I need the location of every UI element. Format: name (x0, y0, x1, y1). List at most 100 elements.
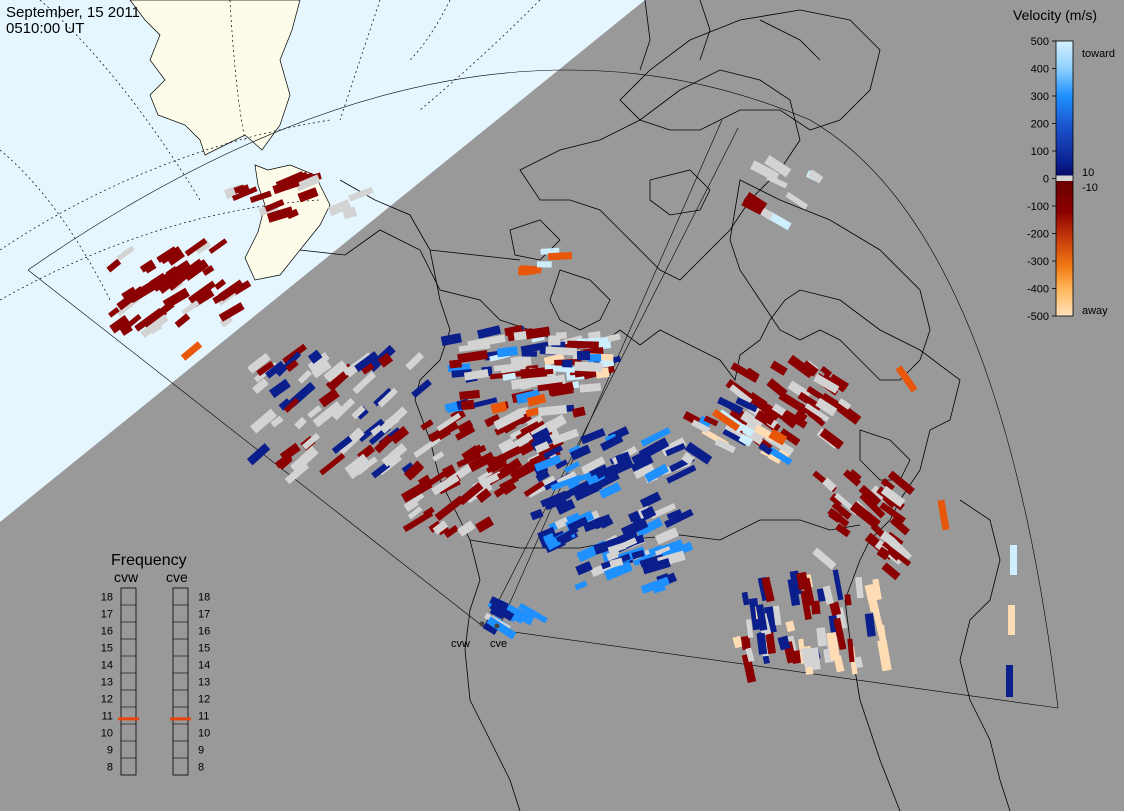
scatter-cell (888, 538, 913, 562)
scatter-cell (768, 428, 788, 446)
scatter-cell (142, 307, 167, 329)
scatter-cell (641, 557, 671, 575)
scatter-cell (332, 397, 356, 421)
scatter-cell (889, 516, 910, 536)
scatter-cell (202, 265, 215, 276)
scatter-cell (801, 360, 819, 377)
scatter-cell (357, 418, 385, 443)
scatter-cell (598, 482, 622, 499)
scatter-cell (593, 538, 618, 555)
scatter-cell (324, 360, 348, 383)
scatter-cell (717, 396, 744, 415)
radar-field-of-view (27, 69, 1059, 709)
scatter-cell (633, 463, 655, 480)
scatter-cell (895, 365, 918, 393)
scatter-cell (575, 561, 593, 576)
scatter-cell (493, 408, 525, 431)
scatter-cell (536, 261, 552, 268)
scatter-cell (631, 549, 645, 560)
scatter-cell (540, 490, 568, 508)
scatter-cell (407, 506, 423, 520)
scatter-cell (567, 516, 589, 532)
scatter-cell (184, 238, 208, 257)
scatter-cell (174, 313, 191, 328)
scatter-cell (820, 392, 848, 415)
frequency-level-label: 16 (101, 626, 113, 638)
scatter-cell (279, 442, 301, 462)
scatter-cell (844, 593, 852, 606)
scatter-cell (822, 477, 837, 492)
frequency-level-label: 11 (198, 711, 209, 723)
scatter-cell (520, 367, 548, 379)
scatter-cell (548, 251, 572, 261)
scatter-cell (664, 508, 694, 528)
scatter-cell (272, 178, 300, 195)
frequency-scale-box (120, 587, 137, 776)
scatter-cell (741, 197, 765, 215)
scatter-cell (603, 561, 633, 581)
scatter-cell (307, 352, 330, 372)
scatter-cell (214, 278, 227, 290)
scatter-cell (587, 353, 602, 362)
scatter-cell (576, 350, 591, 361)
scatter-cell (835, 523, 851, 538)
scatter-cell (732, 635, 743, 649)
scatter-cell (766, 210, 792, 231)
scatter-cell (543, 445, 564, 460)
scatter-cell (849, 501, 881, 530)
scatter-cell (767, 452, 782, 464)
scatter-cell (638, 437, 670, 460)
scatter-cell (887, 470, 915, 495)
radar-sites: cvw cve (451, 621, 507, 650)
scatter-cell (525, 407, 540, 418)
velocity-tick-label: -400 (1027, 284, 1049, 296)
scatter-cell (231, 186, 258, 201)
scatter-cell (635, 517, 664, 538)
scatter-cell (236, 184, 250, 195)
scatter-cell (486, 616, 517, 640)
scatter-cell (384, 414, 400, 429)
scatter-cell (815, 397, 838, 417)
scatter-cell (821, 374, 846, 393)
scatter-cell (809, 647, 821, 671)
scatter-cell (515, 389, 541, 405)
scatter-cell (252, 378, 269, 395)
velocity-inner-pos-label: 10 (1082, 167, 1094, 179)
velocity-tick-label: 200 (1031, 119, 1049, 131)
scatter-cell (555, 459, 568, 470)
scatter-cell (290, 445, 319, 474)
scatter-cell (116, 286, 146, 311)
scatter-cell (312, 401, 343, 428)
scatter-cell (631, 452, 646, 466)
scatter-cell (249, 190, 272, 204)
scatter-cell (589, 471, 620, 493)
scatter-cell (855, 576, 864, 599)
radar-site-cve-marker (494, 623, 500, 629)
scatter-cell (401, 462, 416, 476)
scatter-cell (714, 438, 736, 454)
scatter-cell (344, 453, 369, 476)
frequency-level-label: 16 (198, 626, 210, 638)
scatter-cell (567, 472, 592, 486)
scatter-cell (822, 585, 834, 605)
scatter-cell (318, 388, 340, 408)
scatter-cell (540, 368, 554, 375)
scatter-cell (512, 610, 526, 624)
scatter-cell (502, 372, 517, 381)
scatter-cell (782, 409, 808, 429)
scatter-cell (147, 320, 163, 335)
scatter-cell (496, 468, 510, 480)
scatter-cell (640, 505, 657, 521)
scatter-cell (457, 482, 484, 506)
scatter-cell (564, 480, 591, 499)
scatter-cell (813, 373, 840, 394)
scatter-cell (354, 351, 379, 372)
scatter-cell (592, 516, 608, 530)
scatter-cell (829, 493, 844, 507)
scatter-cell (165, 265, 181, 281)
frequency-level-label: 15 (101, 643, 113, 655)
scatter-cell (639, 553, 665, 568)
scatter-cell (517, 407, 529, 416)
frequency-level-label: 14 (101, 660, 113, 672)
scatter-cell (859, 492, 886, 519)
